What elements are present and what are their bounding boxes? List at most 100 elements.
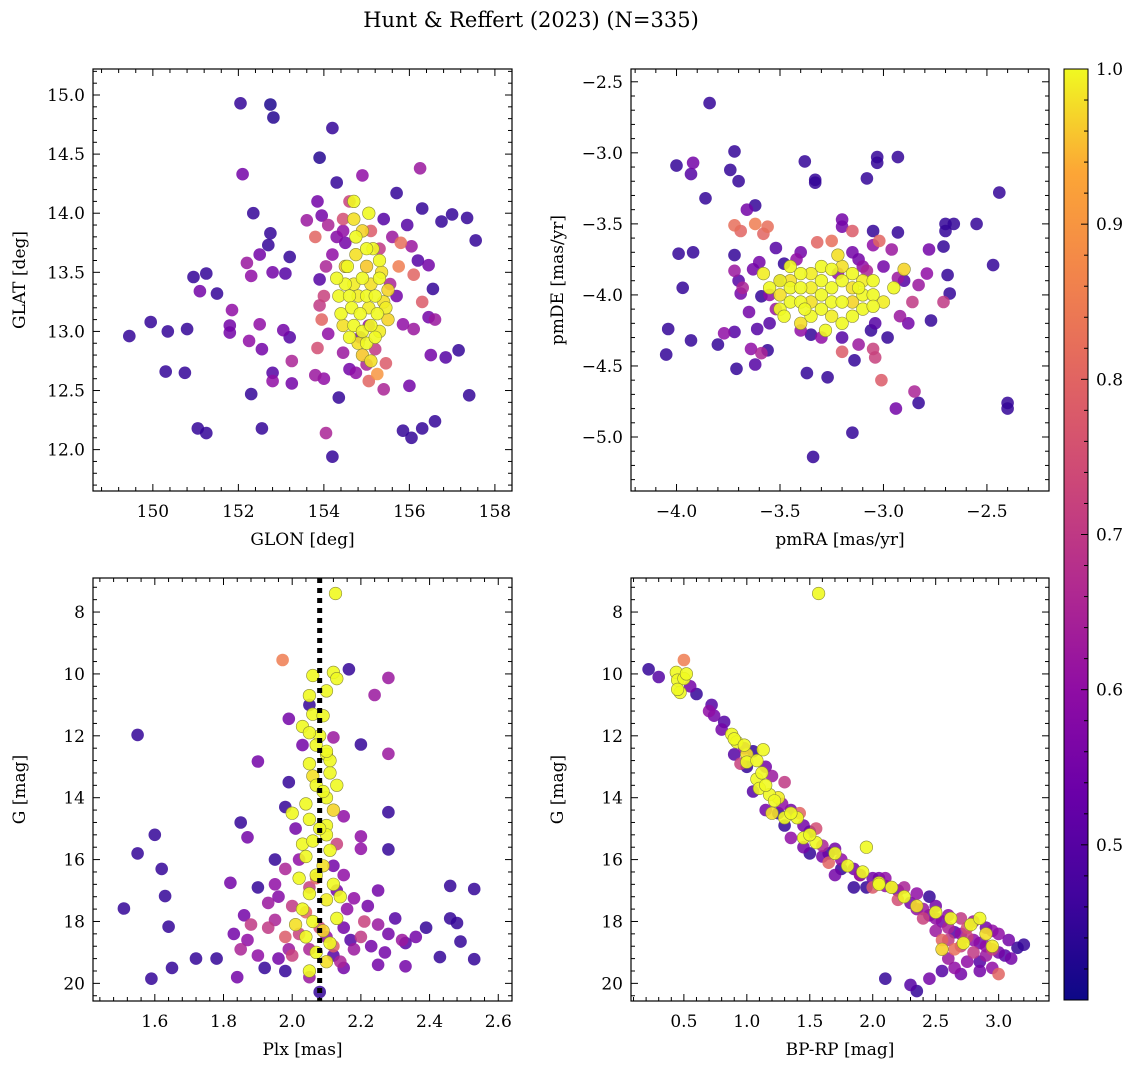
data-point <box>728 264 741 278</box>
y-tick-label: 18 <box>601 912 623 932</box>
data-point <box>262 238 275 252</box>
data-point <box>868 317 882 330</box>
data-point <box>264 98 277 111</box>
data-point <box>394 236 408 250</box>
data-point <box>255 422 269 435</box>
data-point <box>835 331 849 344</box>
pm-plot-area: −4.0 −3.5 −3.0 −2.5 −5.0 −4.5 −4.0 −3.5 −3.0 −2.5 <box>582 68 1050 522</box>
x-tick-label: 158 <box>479 502 511 522</box>
data-point <box>382 671 395 685</box>
data-point <box>332 391 346 404</box>
data-point <box>433 950 447 964</box>
data-point <box>302 757 317 771</box>
data-point <box>986 258 1000 272</box>
colorbar-tick-label: 0.6 <box>1096 681 1123 701</box>
data-point <box>371 958 385 972</box>
data-point <box>261 921 275 934</box>
y-tick-label: 12 <box>601 727 623 747</box>
data-point <box>349 366 363 380</box>
data-point <box>835 345 849 359</box>
data-point <box>253 318 266 331</box>
data-point <box>889 402 903 415</box>
data-point <box>117 902 131 915</box>
data-point <box>200 267 213 280</box>
data-point <box>283 250 297 264</box>
data-point <box>371 884 385 897</box>
data-point <box>321 218 335 232</box>
data-point <box>835 220 849 233</box>
data-point <box>469 234 483 247</box>
data-point <box>727 732 741 746</box>
data-point <box>424 348 438 362</box>
data-point <box>728 145 741 158</box>
data-point <box>251 755 265 768</box>
data-point <box>783 259 797 274</box>
colorbar-tick-label: 0.8 <box>1096 370 1123 390</box>
data-point <box>340 902 354 916</box>
data-point <box>814 274 829 288</box>
data-point <box>242 334 256 348</box>
data-point <box>794 267 808 281</box>
data-point <box>328 586 343 601</box>
x-tick-label: 2.4 <box>416 1012 443 1032</box>
data-point <box>306 668 320 683</box>
data-point <box>439 351 453 364</box>
data-point <box>377 383 391 396</box>
y-tick-label: −5.0 <box>582 428 623 448</box>
x-tick-label: 2.5 <box>922 1012 949 1032</box>
data-point <box>272 952 285 965</box>
data-point <box>302 726 317 740</box>
data-point <box>973 911 987 926</box>
data-point <box>362 206 376 220</box>
data-point <box>372 271 387 285</box>
data-point <box>403 379 416 393</box>
data-point <box>879 972 892 985</box>
data-point <box>904 978 917 992</box>
data-point <box>804 328 818 342</box>
data-point <box>881 331 894 344</box>
x-tick-label: 1.8 <box>210 1012 237 1032</box>
data-point <box>309 368 322 382</box>
y-tick-label: −3.0 <box>582 144 623 164</box>
data-point <box>814 288 829 302</box>
data-point <box>746 263 760 276</box>
data-point <box>251 881 265 894</box>
data-point <box>323 766 337 780</box>
data-point <box>382 747 395 761</box>
data-point <box>937 240 950 253</box>
data-point <box>251 949 265 962</box>
data-point <box>831 248 845 262</box>
data-point <box>846 426 859 440</box>
data-point <box>326 121 339 135</box>
data-point <box>742 305 756 319</box>
data-point <box>131 847 144 860</box>
data-point <box>944 911 958 926</box>
data-point <box>234 97 247 110</box>
data-point <box>253 248 266 261</box>
data-point <box>354 930 368 944</box>
data-point <box>285 377 299 390</box>
data-point <box>661 322 675 336</box>
data-point <box>835 316 849 330</box>
data-point <box>929 924 942 938</box>
data-point <box>763 317 776 330</box>
data-point <box>240 256 254 270</box>
data-point <box>255 342 269 356</box>
data-point <box>302 886 317 901</box>
data-point <box>910 887 924 900</box>
data-point <box>299 849 313 864</box>
data-point <box>272 890 285 903</box>
figure-title: Hunt & Reffert (2023) (N=335) <box>363 8 699 32</box>
colorbar-tick-label: 0.7 <box>1096 526 1123 546</box>
data-point <box>811 586 826 601</box>
data-point <box>866 224 880 238</box>
data-point <box>935 964 949 978</box>
data-point <box>327 731 340 744</box>
data-point <box>381 283 395 297</box>
data-point <box>902 317 915 330</box>
data-point <box>748 358 762 371</box>
data-point <box>326 877 341 891</box>
data-point <box>230 970 244 984</box>
data-point <box>377 212 391 226</box>
data-point <box>333 890 347 904</box>
